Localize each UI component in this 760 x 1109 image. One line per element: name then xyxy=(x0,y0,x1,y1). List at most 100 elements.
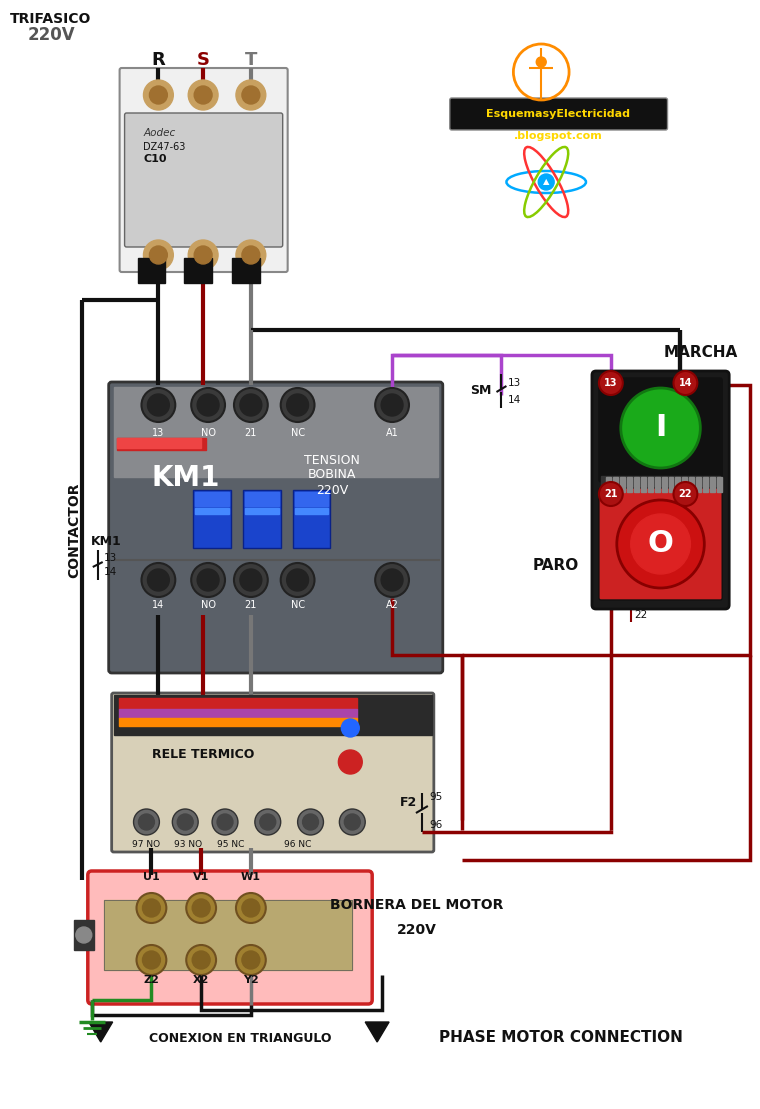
Circle shape xyxy=(255,808,280,835)
Text: I: I xyxy=(655,414,667,442)
Circle shape xyxy=(599,372,622,395)
Bar xyxy=(184,258,212,283)
Circle shape xyxy=(375,388,409,423)
Text: NO: NO xyxy=(201,428,216,438)
Circle shape xyxy=(141,563,176,597)
Text: 96: 96 xyxy=(430,820,443,830)
Circle shape xyxy=(381,569,403,591)
Text: SP: SP xyxy=(605,593,622,607)
Circle shape xyxy=(673,372,698,395)
Circle shape xyxy=(197,394,219,416)
Text: 97 NO: 97 NO xyxy=(132,840,160,849)
Text: NC: NC xyxy=(290,600,305,610)
Circle shape xyxy=(212,808,238,835)
Bar xyxy=(601,476,720,494)
Text: 21: 21 xyxy=(604,489,618,499)
Bar xyxy=(74,920,93,950)
Text: TENSION
BOBINA
220V: TENSION BOBINA 220V xyxy=(305,454,360,497)
Circle shape xyxy=(188,240,218,269)
Text: 13: 13 xyxy=(152,428,164,438)
Bar xyxy=(661,477,667,492)
Text: 21: 21 xyxy=(635,587,648,597)
Circle shape xyxy=(142,952,160,969)
Text: 93 NO: 93 NO xyxy=(174,840,202,849)
Bar xyxy=(103,901,353,970)
Circle shape xyxy=(150,87,167,104)
Text: Z2: Z2 xyxy=(144,975,160,985)
Circle shape xyxy=(236,240,266,269)
Circle shape xyxy=(76,927,92,943)
Bar xyxy=(103,901,353,970)
Circle shape xyxy=(287,569,309,591)
Circle shape xyxy=(280,563,315,597)
FancyBboxPatch shape xyxy=(125,113,283,247)
Circle shape xyxy=(242,899,260,917)
Bar xyxy=(696,477,701,492)
Circle shape xyxy=(344,814,360,830)
Text: TRIFASICO: TRIFASICO xyxy=(11,12,92,26)
Text: KM1: KM1 xyxy=(151,464,220,492)
Circle shape xyxy=(236,80,266,110)
Circle shape xyxy=(217,814,233,830)
Circle shape xyxy=(340,808,366,835)
FancyBboxPatch shape xyxy=(88,871,372,1004)
Circle shape xyxy=(144,80,173,110)
Text: 95: 95 xyxy=(430,792,443,802)
Circle shape xyxy=(177,814,193,830)
Text: MARCHA: MARCHA xyxy=(664,345,738,360)
Bar xyxy=(606,477,611,492)
Text: 14: 14 xyxy=(103,567,117,577)
Bar xyxy=(676,477,680,492)
Circle shape xyxy=(375,563,409,597)
Circle shape xyxy=(338,750,363,774)
FancyBboxPatch shape xyxy=(119,68,288,272)
Text: BORNERA DEL MOTOR: BORNERA DEL MOTOR xyxy=(331,898,504,912)
Text: CONEXION EN TRIANGULO: CONEXION EN TRIANGULO xyxy=(149,1031,331,1045)
Bar xyxy=(295,508,328,513)
Circle shape xyxy=(236,893,266,923)
Text: DZ47-63: DZ47-63 xyxy=(144,142,186,152)
Bar xyxy=(119,698,357,709)
Circle shape xyxy=(673,482,698,506)
Text: 95 NC: 95 NC xyxy=(217,840,245,849)
Text: .blogspot.com: .blogspot.com xyxy=(514,131,603,141)
Text: NC: NC xyxy=(290,428,305,438)
Text: V1: V1 xyxy=(193,872,209,882)
Text: 13: 13 xyxy=(508,378,521,388)
Text: T: T xyxy=(245,51,257,69)
Circle shape xyxy=(192,563,225,597)
Bar xyxy=(689,477,695,492)
Text: 220V: 220V xyxy=(397,923,437,937)
Circle shape xyxy=(234,563,268,597)
Circle shape xyxy=(134,808,160,835)
FancyBboxPatch shape xyxy=(109,381,443,673)
Bar xyxy=(119,709,357,718)
Circle shape xyxy=(137,893,166,923)
Bar xyxy=(634,477,638,492)
Circle shape xyxy=(192,899,210,917)
Circle shape xyxy=(341,719,359,737)
Text: O: O xyxy=(648,529,673,559)
Circle shape xyxy=(240,394,261,416)
FancyBboxPatch shape xyxy=(592,372,729,609)
Text: 13: 13 xyxy=(103,553,117,563)
Circle shape xyxy=(150,246,167,264)
Text: 21: 21 xyxy=(245,600,257,610)
Text: W1: W1 xyxy=(241,872,261,882)
Bar xyxy=(717,477,722,492)
Circle shape xyxy=(260,814,276,830)
Polygon shape xyxy=(366,1022,389,1042)
Text: EsquemasyElectricidad: EsquemasyElectricidad xyxy=(486,109,630,119)
Text: S: S xyxy=(197,51,210,69)
FancyBboxPatch shape xyxy=(599,488,722,600)
Circle shape xyxy=(186,945,216,975)
FancyBboxPatch shape xyxy=(112,693,434,852)
Circle shape xyxy=(617,500,705,588)
Text: Y2: Y2 xyxy=(243,975,258,985)
Circle shape xyxy=(173,808,198,835)
Circle shape xyxy=(234,388,268,423)
Text: A1: A1 xyxy=(386,428,398,438)
Text: 21: 21 xyxy=(245,428,257,438)
Bar xyxy=(620,477,625,492)
Text: NO: NO xyxy=(201,600,216,610)
